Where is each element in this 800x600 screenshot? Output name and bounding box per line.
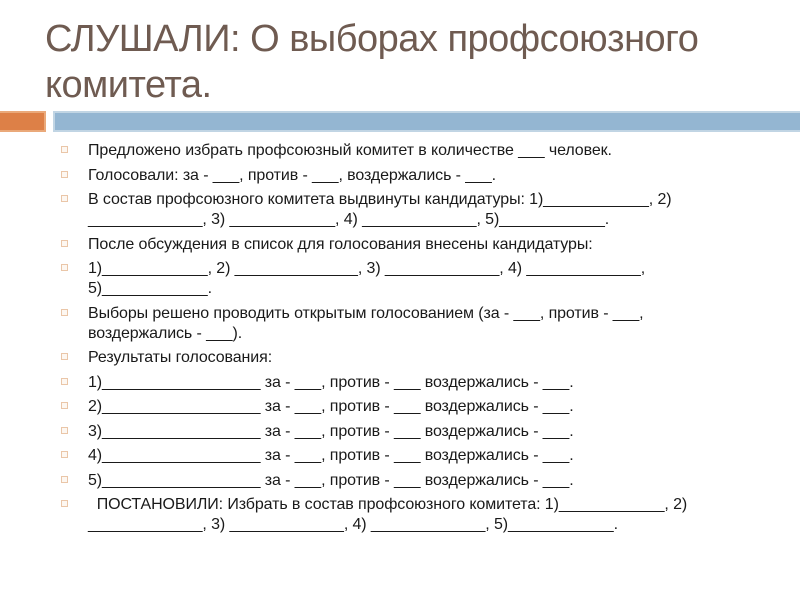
list-item-text: Предложено избрать профсоюзный комитет в… [88,142,612,159]
bullet-square-icon [61,426,68,434]
bullet-square-icon [61,308,68,316]
list-item: 5)__________________ за - ___, против - … [61,471,766,491]
list-item-text: Голосовали: за - ___, против - ___, возд… [88,166,496,184]
bullet-square-icon [61,195,68,202]
list-item: 1)__________________ за - ___, против - … [61,373,766,393]
slide-title: СЛУШАЛИ: О выборах профсоюзного комитета… [45,18,699,106]
list-item: 3)__________________ за - ___, против - … [61,422,766,442]
bullet-square-icon [61,170,68,178]
title-divider [0,111,800,132]
list-item-text: 1)__________________ за - ___, против - … [88,373,574,391]
list-item-text: В состав профсоюзного комитета выдвинуты… [88,191,672,228]
list-item-text: 4)__________________ за - ___, против - … [88,447,574,464]
list-item: Результаты голосования: [61,348,766,368]
list-item-text: После обсуждения в список для голосовани… [88,235,593,253]
list-item-text: Результаты голосования: [88,349,273,366]
list-item: Предложено избрать профсоюзный комитет в… [61,141,766,161]
list-item: В состав профсоюзного комитета выдвинуты… [61,190,766,230]
list-item: 2)__________________ за - ___, против - … [61,397,766,417]
bullet-square-icon [61,500,68,507]
bullet-list: Предложено избрать профсоюзный комитет в… [61,141,766,540]
list-item-text: 1)____________, 2) ______________, 3) __… [88,260,646,297]
bullet-square-icon [61,475,68,483]
list-item: ПОСТАНОВИЛИ: Избрать в состав профсоюзно… [61,495,766,535]
list-item: 4)__________________ за - ___, против - … [61,446,766,466]
bullet-square-icon [61,239,68,247]
bullet-square-icon [61,377,68,385]
list-item: После обсуждения в список для голосовани… [61,235,766,255]
list-item: 1)____________, 2) ______________, 3) __… [61,259,766,299]
bullet-square-icon [61,353,68,360]
list-item-text: 2)__________________ за - ___, против - … [88,398,574,415]
list-item: Выборы решено проводить открытым голосов… [61,304,766,344]
list-item-text: ПОСТАНОВИЛИ: Избрать в состав профсоюзно… [88,496,688,533]
bullet-square-icon [61,264,68,271]
bullet-square-icon [61,402,68,409]
list-item-text: Выборы решено проводить открытым голосов… [88,304,644,342]
orange-accent-block [0,111,46,132]
list-item-text: 3)__________________ за - ___, против - … [88,422,574,440]
bullet-square-icon [61,146,68,153]
bullet-square-icon [61,451,68,458]
list-item-text: 5)__________________ за - ___, против - … [88,471,574,489]
list-item: Голосовали: за - ___, против - ___, возд… [61,166,766,186]
blue-accent-bar [53,111,800,132]
